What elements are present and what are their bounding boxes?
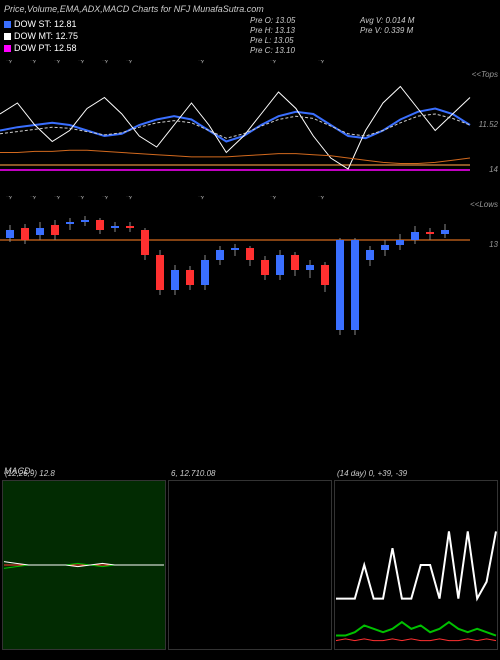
legend-label: DOW MT: 12.75 — [14, 31, 78, 41]
xaxis-tick: 13 — [196, 60, 216, 65]
adx-subpanel: (14 day) 0, +39, -39 — [334, 480, 498, 650]
legend-label: DOW PT: 12.58 — [14, 43, 77, 53]
legend-block: DOW ST: 12.81 DOW MT: 12.75 DOW PT: 12.58 — [4, 18, 78, 54]
macd-params: (12,26,9) 12.8 — [5, 469, 55, 478]
axis-label: 13 — [489, 240, 498, 249]
xaxis-tick: 15 — [4, 60, 24, 65]
adx-params: (14 day) 0, +39, -39 — [337, 469, 407, 478]
legend-marker — [4, 45, 11, 52]
stat-row: Avg V: 0.014 M — [360, 16, 414, 26]
stat-row: Pre H: 13.13 — [250, 26, 295, 36]
axis-label: <<Tops — [472, 70, 498, 79]
stat-row: Pre L: 13.05 — [250, 36, 295, 46]
legend-marker — [4, 33, 11, 40]
xaxis-tick: 15 — [124, 60, 144, 65]
volume-block: Avg V: 0.014 MPre V: 0.339 M — [360, 16, 414, 36]
indicator-row: (12,26,9) 12.8 6, 12.710.08 (14 day) 0, … — [2, 480, 498, 650]
xaxis-tick: 15 — [76, 60, 96, 65]
stat-row: Pre C: 13.10 — [250, 46, 295, 56]
xaxis-tick: 13 — [52, 60, 72, 65]
axis-label: 14 — [489, 165, 498, 174]
candle-panel — [0, 200, 500, 380]
axis-label: <<Lows — [470, 200, 498, 209]
xaxis-tick — [172, 60, 184, 67]
xaxis-tick — [148, 60, 160, 67]
xaxis-tick — [292, 60, 304, 67]
xaxis-tick — [244, 60, 256, 67]
legend-marker — [4, 21, 11, 28]
legend-item: DOW MT: 12.75 — [4, 30, 78, 42]
stat-row: Pre O: 13.05 — [250, 16, 295, 26]
ohlc-block: Pre O: 13.05Pre H: 13.13Pre L: 13.05Pre … — [250, 16, 295, 56]
axis-label: 11.52 — [479, 120, 498, 129]
xaxis-tick: 13 — [100, 60, 120, 65]
page-title: Price,Volume,EMA,ADX,MACD Charts for NFJ… — [4, 4, 264, 14]
stoch-params: 6, 12.710.08 — [171, 469, 215, 478]
stat-row: Pre V: 0.339 M — [360, 26, 414, 36]
xaxis-tick: 13 — [28, 60, 48, 65]
legend-label: DOW ST: 12.81 — [14, 19, 77, 29]
legend-item: DOW ST: 12.81 — [4, 18, 78, 30]
stoch-subpanel: 6, 12.710.08 — [168, 480, 332, 650]
xaxis-tick: 15 — [316, 60, 336, 65]
xaxis-tick — [220, 60, 232, 67]
xaxis-tick: 12 — [268, 60, 288, 65]
price-ema-panel — [0, 70, 500, 180]
legend-item: DOW PT: 12.58 — [4, 42, 78, 54]
macd-subpanel: (12,26,9) 12.8 — [2, 480, 166, 650]
